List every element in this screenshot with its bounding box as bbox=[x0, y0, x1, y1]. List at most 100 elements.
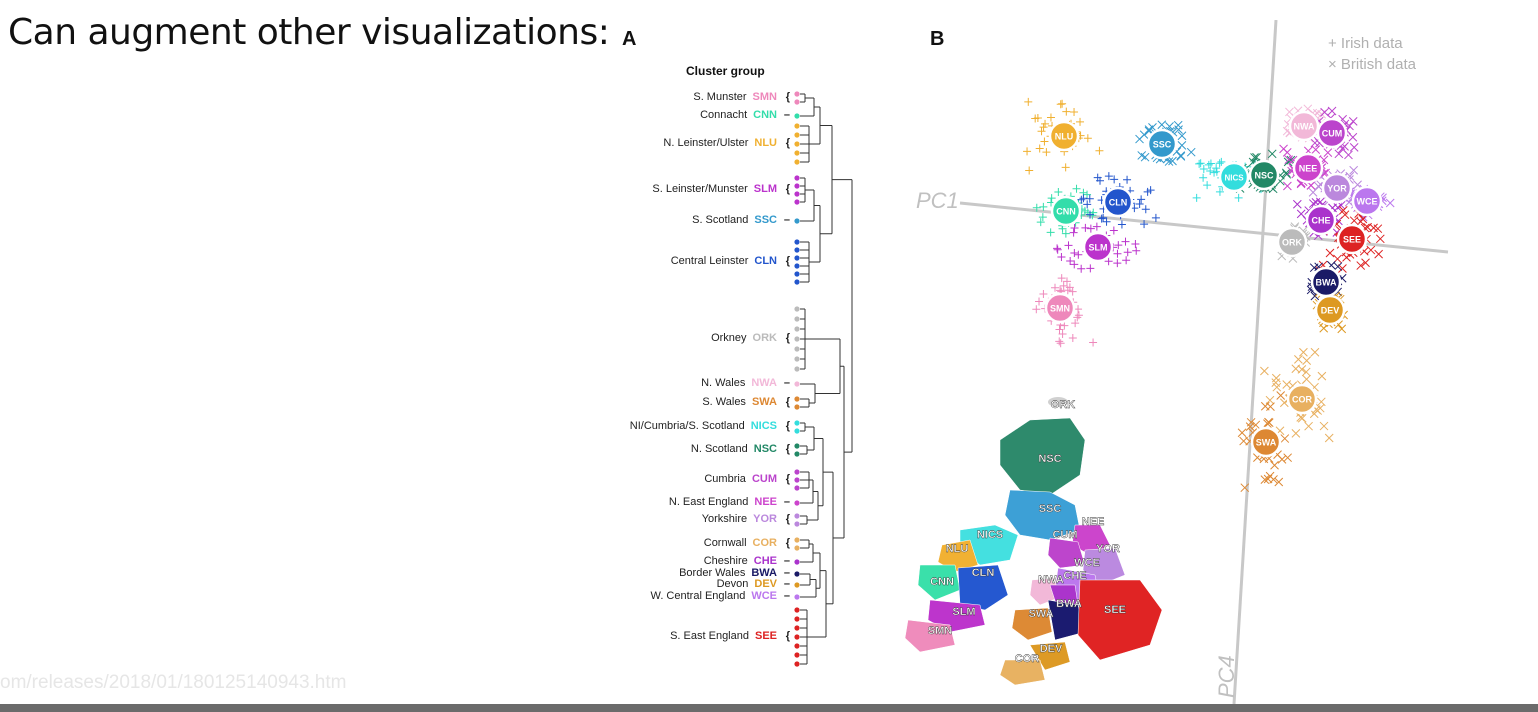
dendrogram-leaf bbox=[794, 247, 800, 253]
cluster-badges: NLU SSC NICS NSC NWA CUM NEE YOR WCE CNN CLN CHE SEE… bbox=[1044, 110, 1383, 458]
map-label-see: SEE bbox=[1104, 604, 1126, 616]
dendrogram-leaf bbox=[794, 582, 800, 588]
dendrogram-leaf bbox=[794, 571, 800, 577]
cluster-code: SLM bbox=[753, 183, 777, 195]
cluster-badge-nics: NICS bbox=[1218, 161, 1250, 193]
dendrogram-leaf bbox=[794, 594, 800, 600]
cluster-row-cum: Cumbria CUM { bbox=[560, 473, 790, 485]
map-region-nsc bbox=[999, 417, 1086, 496]
cluster-bracket: – bbox=[783, 578, 790, 590]
cluster-row-bwa: Border Wales BWA – bbox=[560, 567, 790, 579]
cluster-name: Central Leinster bbox=[670, 255, 749, 267]
map-label-ork: ORK bbox=[1051, 399, 1076, 411]
map-label-yor: YOR bbox=[1096, 543, 1120, 555]
cluster-badge-label: DEV bbox=[1321, 306, 1340, 316]
dendrogram-leaf bbox=[794, 255, 800, 261]
dendrogram-leaf bbox=[794, 616, 800, 622]
cluster-badge-yor: YOR bbox=[1321, 172, 1353, 204]
map-region-swa bbox=[1011, 607, 1053, 641]
dendrogram-leaf bbox=[794, 607, 800, 613]
cluster-row-cnn: Connacht CNN – bbox=[560, 109, 790, 121]
cluster-badge-nsc: NSC bbox=[1248, 159, 1280, 191]
dendrogram-leaf bbox=[794, 420, 800, 426]
cluster-badge-label: NWA bbox=[1294, 122, 1315, 132]
map-label-swa: SWA bbox=[1028, 608, 1053, 620]
cluster-name: Cornwall bbox=[703, 537, 747, 549]
cluster-bracket: { bbox=[785, 513, 790, 525]
cluster-name: Devon bbox=[716, 578, 749, 590]
cluster-code: NICS bbox=[750, 420, 777, 432]
cluster-code: SWA bbox=[751, 396, 777, 408]
pc4-axis-label: PC4 bbox=[1214, 655, 1239, 698]
cluster-code: SSC bbox=[754, 214, 777, 226]
dendrogram-leaf bbox=[794, 306, 800, 312]
map-label-nics: NICS bbox=[977, 529, 1003, 541]
cluster-row-ork: Orkney ORK { bbox=[560, 332, 790, 344]
map-label-nlu: NLU bbox=[946, 543, 969, 555]
dendrogram-leaf bbox=[794, 643, 800, 649]
dendrogram-leaf bbox=[794, 99, 800, 105]
cluster-bracket: { bbox=[785, 183, 790, 195]
map-region-see bbox=[1077, 579, 1163, 661]
cluster-row-swa: S. Wales SWA { bbox=[560, 396, 790, 408]
cluster-name: N. Scotland bbox=[690, 443, 748, 455]
cluster-badge-label: CLN bbox=[1109, 198, 1128, 208]
dendrogram-leaf bbox=[794, 123, 800, 129]
cluster-bracket: – bbox=[783, 496, 790, 508]
dendrogram-leaf bbox=[794, 396, 800, 402]
cluster-badge-ssc: SSC bbox=[1146, 128, 1178, 160]
cluster-code: COR bbox=[752, 537, 777, 549]
cluster-bracket: { bbox=[785, 473, 790, 485]
cluster-bracket: { bbox=[785, 537, 790, 549]
cluster-badge-cln: CLN bbox=[1102, 186, 1134, 218]
cluster-name: Connacht bbox=[700, 109, 748, 121]
legend-british-data: × British data bbox=[1328, 56, 1417, 73]
cluster-badge-nwa: NWA bbox=[1288, 110, 1320, 142]
cluster-badge-label: SWA bbox=[1256, 438, 1277, 448]
dendrogram-leaf bbox=[794, 537, 800, 543]
cluster-bracket: { bbox=[785, 420, 790, 432]
cluster-bracket: – bbox=[783, 567, 790, 579]
legend-irish-data: + Irish data bbox=[1328, 35, 1403, 52]
dendrogram-leaf bbox=[794, 513, 800, 519]
dendrogram-leaf bbox=[794, 477, 800, 483]
map-label-ssc: SSC bbox=[1039, 503, 1062, 515]
cluster-badge-nlu: NLU bbox=[1048, 120, 1080, 152]
map-label-smn: SMN bbox=[928, 625, 953, 637]
cluster-badge-cor: COR bbox=[1286, 383, 1318, 415]
cluster-bracket: { bbox=[785, 255, 790, 267]
map-label-nwa: NWA bbox=[1038, 574, 1064, 586]
dendrogram-leaf bbox=[794, 159, 800, 165]
dendrogram-leaf bbox=[794, 366, 800, 372]
cluster-badge-label: NSC bbox=[1254, 171, 1274, 181]
map-label-wce: WCE bbox=[1074, 557, 1100, 569]
cluster-code: SEE bbox=[754, 630, 777, 642]
dendrogram-leaf bbox=[794, 271, 800, 277]
dendrogram-leaf bbox=[794, 150, 800, 156]
dendrogram-leaf bbox=[794, 326, 800, 332]
cluster-row-wce: W. Central England WCE – bbox=[560, 590, 790, 602]
dendrogram-leaf bbox=[794, 239, 800, 245]
cluster-row-nwa: N. Wales NWA – bbox=[560, 377, 790, 389]
cluster-badge-label: COR bbox=[1292, 395, 1313, 405]
cluster-name: S. Wales bbox=[702, 396, 746, 408]
cluster-badge-wce: WCE bbox=[1351, 185, 1383, 217]
cluster-name: Yorkshire bbox=[701, 513, 748, 525]
map-label-bwa: BWA bbox=[1056, 598, 1082, 610]
panel-a-letter: A bbox=[622, 28, 637, 50]
panel-b-letter: B bbox=[930, 28, 945, 50]
dendrogram-leaf bbox=[794, 346, 800, 352]
cluster-bracket: – bbox=[783, 555, 790, 567]
cluster-code: CUM bbox=[751, 473, 777, 485]
map-region-cor bbox=[999, 659, 1046, 686]
map-label-cum: CUM bbox=[1052, 529, 1077, 541]
map-label-nsc: NSC bbox=[1038, 453, 1061, 465]
cluster-code: NSC bbox=[753, 443, 777, 455]
dendrogram-leaf bbox=[794, 545, 800, 551]
cluster-code: BWA bbox=[751, 567, 777, 579]
cluster-badge-ork: ORK bbox=[1276, 226, 1308, 258]
pc1-axis-label: PC1 bbox=[916, 188, 959, 213]
map-label-nee: NEE bbox=[1082, 516, 1105, 528]
cluster-name: N. Wales bbox=[701, 377, 746, 389]
dendrogram-leaf bbox=[794, 634, 800, 640]
